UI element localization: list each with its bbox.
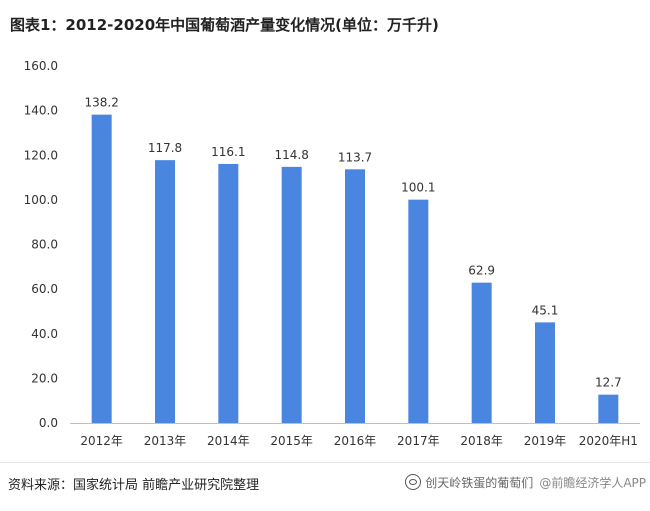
bar xyxy=(218,163,239,423)
watermark-account: 创天岭铁蛋的葡萄们 xyxy=(425,476,534,490)
x-tick-label: 2018年 xyxy=(460,434,503,448)
bar xyxy=(91,114,112,424)
bar xyxy=(535,322,555,423)
footer-divider xyxy=(0,462,650,463)
y-tick-label: 20.0 xyxy=(31,371,58,385)
data-label: 12.7 xyxy=(595,376,622,390)
data-label: 117.8 xyxy=(148,141,182,155)
wechat-icon xyxy=(405,474,422,490)
y-tick-label: 120.0 xyxy=(24,148,58,162)
bar xyxy=(155,160,175,423)
data-label: 114.8 xyxy=(274,148,308,162)
y-tick-label: 100.0 xyxy=(24,193,58,207)
y-axis-ticks: 0.0 20.0 40.0 60.0 80.0 100.0 120.0 140.0 160.0 xyxy=(24,59,58,430)
bar xyxy=(471,282,492,423)
y-tick-label: 40.0 xyxy=(31,327,58,341)
data-label: 45.1 xyxy=(532,303,559,317)
watermark: 创天岭铁蛋的葡萄们 @前瞻经济学人APP xyxy=(405,474,646,491)
data-label: 62.9 xyxy=(468,264,495,278)
data-label: 138.2 xyxy=(84,96,118,110)
source-note: 资料来源：国家统计局 前瞻产业研究院整理 xyxy=(8,478,260,493)
y-tick-label: 140.0 xyxy=(24,104,58,118)
value-labels: 138.2 117.8 116.1 114.8 113.7 100.1 62.9 45.1 12… xyxy=(84,96,621,390)
data-label: 113.7 xyxy=(338,150,372,164)
x-tick-label: 2020年H1 xyxy=(579,434,638,448)
x-tick-label: 2015年 xyxy=(270,434,313,448)
y-tick-label: 0.0 xyxy=(39,416,58,430)
x-tick-label: 2017年 xyxy=(397,434,440,448)
bar xyxy=(408,199,429,423)
chart-title: 图表1：2012-2020年中国葡萄酒产量变化情况(单位：万千升) xyxy=(10,16,439,34)
x-tick-label: 2016年 xyxy=(334,434,377,448)
x-tick-label: 2012年 xyxy=(80,434,123,448)
data-label: 100.1 xyxy=(401,181,435,195)
bar xyxy=(281,166,302,423)
data-label: 116.1 xyxy=(211,145,245,159)
x-tick-label: 2014年 xyxy=(207,434,250,448)
x-tick-label: 2013年 xyxy=(144,434,187,448)
x-axis-ticks: 2012年 2013年 2014年 2015年 2016年 2017年 2018年 2019年… xyxy=(80,434,638,448)
bar-chart: 0.020.040.060.080.0100.0120.0140.0160.0 … xyxy=(24,59,640,448)
bar xyxy=(345,169,365,423)
x-tick-label: 2019年 xyxy=(524,434,567,448)
bars xyxy=(91,114,619,424)
y-tick-label: 60.0 xyxy=(31,282,58,296)
watermark-brand: @前瞻经济学人APP xyxy=(539,476,646,490)
y-tick-label: 160.0 xyxy=(24,59,58,73)
y-tick-label: 80.0 xyxy=(31,238,58,252)
bar xyxy=(598,394,619,423)
